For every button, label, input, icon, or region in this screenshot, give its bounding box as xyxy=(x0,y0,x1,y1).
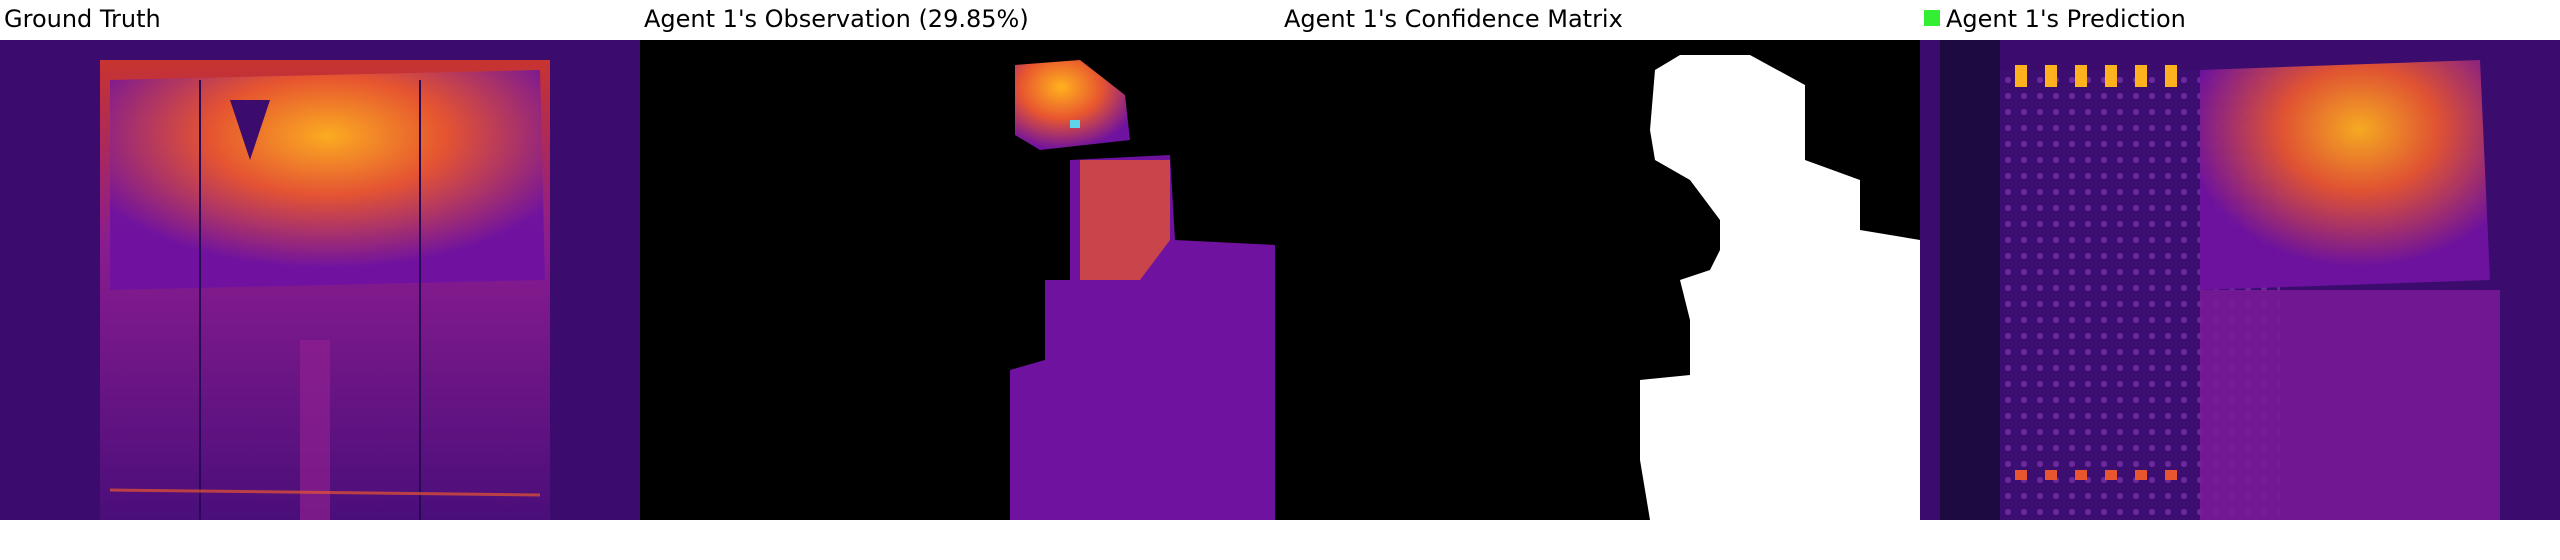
panel-title-text: Agent 1's Prediction xyxy=(1946,5,2186,33)
panel-title: Agent 1's Observation (29.85%) xyxy=(644,5,1029,33)
panel-title: Ground Truth xyxy=(4,5,161,33)
panel-title: Agent 1's Prediction xyxy=(1924,2,2186,36)
legend-swatch xyxy=(1924,10,1940,26)
panel-confidence: Agent 1's Confidence Matrix xyxy=(1280,0,1920,520)
panel-observation: Agent 1's Observation (29.85%) xyxy=(640,0,1280,520)
prediction-image xyxy=(1920,40,2560,520)
observation-image xyxy=(640,40,1280,520)
ground-truth-image xyxy=(0,40,640,520)
confidence-matrix-image xyxy=(1280,40,1920,520)
panel-prediction: Agent 1's Prediction xyxy=(1920,0,2560,520)
panel-title: Agent 1's Confidence Matrix xyxy=(1284,5,1623,33)
panel-ground-truth: Ground Truth xyxy=(0,0,640,520)
